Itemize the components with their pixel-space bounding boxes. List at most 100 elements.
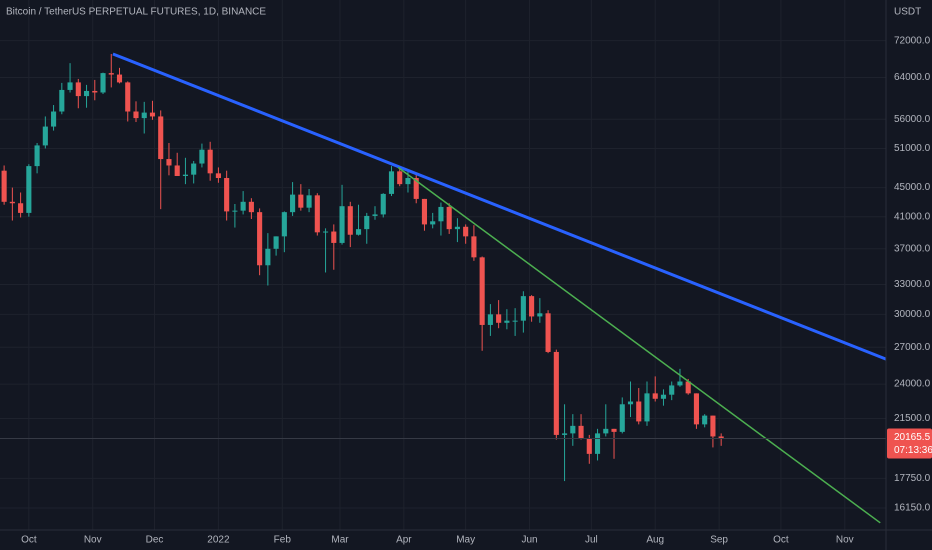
y-tick-label: 24000.0 — [894, 379, 931, 390]
candle-body — [1, 170, 7, 202]
y-tick-label: 45000.0 — [894, 182, 931, 193]
candle-body — [693, 393, 699, 425]
candle-body — [603, 428, 609, 434]
x-tick-label: Apr — [396, 535, 412, 546]
candle-body — [570, 425, 576, 434]
candle-body — [248, 201, 254, 213]
y-tick-label: 27000.0 — [894, 342, 931, 353]
candle-body — [611, 428, 617, 432]
candle-body — [42, 126, 48, 146]
candle-body — [545, 313, 551, 352]
x-tick-label: Dec — [146, 535, 164, 546]
candle-body — [347, 206, 353, 235]
candle-body — [454, 226, 460, 230]
y-tick-label: 72000.0 — [894, 35, 931, 46]
candle-body — [562, 433, 568, 435]
candle-body — [298, 194, 304, 208]
x-tick-label: Mar — [331, 535, 349, 546]
candle-body — [281, 212, 287, 237]
candle-body — [59, 89, 65, 112]
candle-body — [471, 236, 477, 258]
y-tick-label: 37000.0 — [894, 243, 931, 254]
candle-body — [586, 437, 592, 454]
x-tick-label: Nov — [84, 535, 102, 546]
x-tick-label: Oct — [21, 535, 37, 546]
candle-body — [553, 351, 559, 435]
x-tick-label: Jul — [585, 535, 598, 546]
candle-body — [182, 174, 188, 176]
candle-body — [702, 415, 708, 425]
candle-body — [9, 201, 15, 204]
candle-body — [537, 313, 543, 317]
candle-body — [388, 171, 395, 194]
candle-body — [116, 74, 123, 83]
x-tick-label: Feb — [274, 535, 292, 546]
trend-line — [397, 166, 881, 524]
candle-body — [594, 433, 601, 454]
y-tick-label: 56000.0 — [894, 114, 931, 125]
candle-body — [265, 248, 271, 266]
candle-body — [421, 198, 428, 225]
candle-body — [578, 425, 584, 438]
candle-body — [504, 320, 510, 323]
y-tick-label: 41000.0 — [894, 211, 931, 222]
candle-body — [430, 221, 436, 225]
x-tick-label: Nov — [836, 535, 854, 546]
candle-body — [290, 194, 296, 213]
candle-body — [710, 415, 716, 437]
candle-body — [232, 210, 238, 212]
candle-body — [92, 90, 98, 93]
candle-body — [273, 236, 279, 249]
chart-title: Bitcoin / TetherUS PERPETUAL FUTURES, 1D… — [6, 7, 266, 18]
candle-body — [100, 73, 106, 93]
candle-body — [529, 296, 535, 317]
price-label-box — [887, 428, 932, 459]
y-tick-label: 64000.0 — [894, 72, 931, 83]
candle-body — [240, 201, 246, 211]
candle-body — [636, 401, 642, 422]
candle-body — [520, 296, 526, 321]
candle-body — [677, 381, 683, 386]
candle-body — [207, 149, 213, 174]
y-tick-label: 51000.0 — [894, 143, 931, 154]
currency-label: USDT — [894, 7, 921, 18]
candle-body — [191, 163, 197, 175]
candle-body — [660, 394, 667, 399]
candle-body — [26, 166, 32, 213]
candle-body — [199, 149, 205, 164]
candle-body — [669, 385, 675, 395]
candle-body — [18, 203, 24, 213]
candle-body — [174, 165, 180, 176]
candle-body — [67, 82, 73, 90]
candle-body — [405, 178, 411, 185]
candle-body — [718, 436, 724, 439]
candle-body — [257, 212, 263, 266]
candle-body — [627, 401, 634, 405]
candle-body — [355, 229, 362, 235]
x-tick-label: 2022 — [207, 535, 230, 546]
candle-body — [166, 159, 172, 166]
x-tick-label: May — [456, 535, 475, 546]
candle-body — [215, 173, 221, 179]
candle-body — [51, 111, 57, 127]
candle-body — [487, 314, 493, 325]
y-tick-label: 16150.0 — [894, 503, 931, 514]
candle-body — [397, 171, 403, 185]
candle-body — [512, 320, 518, 322]
trend-line — [112, 52, 887, 361]
candle-body — [685, 381, 691, 394]
countdown: 07:13:36 — [894, 445, 932, 456]
candle-body — [364, 215, 370, 230]
candle-body — [141, 112, 147, 119]
y-tick-label: 33000.0 — [894, 279, 931, 290]
candle-body — [306, 195, 312, 208]
candle-body — [34, 145, 40, 167]
last-price: 20165.5 — [894, 432, 931, 443]
candle-body — [463, 226, 469, 237]
candle-body — [331, 231, 337, 243]
candle-body — [479, 257, 485, 325]
candle-body — [339, 206, 345, 243]
candle-body — [75, 82, 81, 97]
